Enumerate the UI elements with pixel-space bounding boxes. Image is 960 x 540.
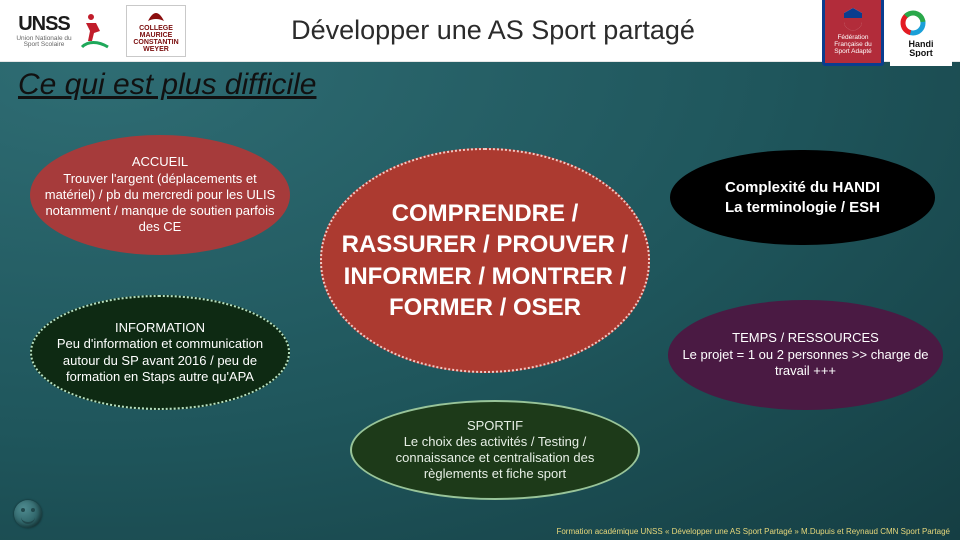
section-title: Ce qui est plus difficile [0, 62, 960, 102]
bubble-accueil-title: ACCUEIL [44, 154, 276, 170]
bubble-center: COMPRENDRE / RASSURER / PROUVER / INFORM… [320, 148, 650, 373]
right-logos: Fédération Française du Sport Adapté Han… [822, 0, 952, 66]
bubble-temps-line2: Le projet = 1 ou 2 personnes >> charge d… [682, 347, 929, 381]
handisport-icon: Handi Sport [899, 5, 943, 57]
leaf-icon [146, 9, 166, 23]
bubble-sportif-title: SPORTIF [366, 418, 624, 434]
logo-ffsa: Fédération Française du Sport Adapté [822, 0, 884, 66]
logo-handisport: Handi Sport [890, 0, 952, 66]
logo-ffsa-text: Fédération Française du Sport Adapté [827, 34, 879, 55]
bubble-information: INFORMATION Peu d'information et communi… [30, 295, 290, 410]
bubble-complex-line1: Complexité du HANDI [725, 178, 880, 198]
bubble-accueil: ACCUEIL Trouver l'argent (déplacements e… [30, 135, 290, 255]
svg-text:Sport: Sport [909, 48, 933, 57]
bubble-temps: TEMPS / RESSOURCES Le projet = 1 ou 2 pe… [668, 300, 943, 410]
bubble-info-body: Peu d'information et communication autou… [46, 336, 274, 385]
bubble-sportif-body: Le choix des activités / Testing / conna… [366, 434, 624, 483]
bubble-center-text: COMPRENDRE / RASSURER / PROUVER / INFORM… [336, 198, 634, 323]
bubble-info-title: INFORMATION [46, 320, 274, 336]
ffsa-shield-icon [840, 6, 866, 32]
bubble-complex-line2: La terminologie / ESH [725, 198, 880, 218]
runner-icon [78, 11, 112, 51]
logo-unss-sub: Union Nationale du Sport Scolaire [14, 36, 74, 49]
header-bar: UNSS Union Nationale du Sport Scolaire C… [0, 0, 960, 62]
footer-text: Formation académique UNSS « Développer u… [60, 527, 950, 536]
bubble-sportif: SPORTIF Le choix des activités / Testing… [350, 400, 640, 500]
bubble-accueil-body: Trouver l'argent (déplacements et matéri… [44, 171, 276, 236]
bubble-temps-line1: TEMPS / RESSOURCES [682, 330, 929, 347]
logo-unss-text: UNSS [18, 13, 70, 36]
smiley-icon [14, 500, 42, 528]
logo-unss: UNSS Union Nationale du Sport Scolaire [8, 5, 118, 57]
page-title: Développer une AS Sport partagé [164, 15, 822, 46]
bubble-complex: Complexité du HANDI La terminologie / ES… [670, 150, 935, 245]
